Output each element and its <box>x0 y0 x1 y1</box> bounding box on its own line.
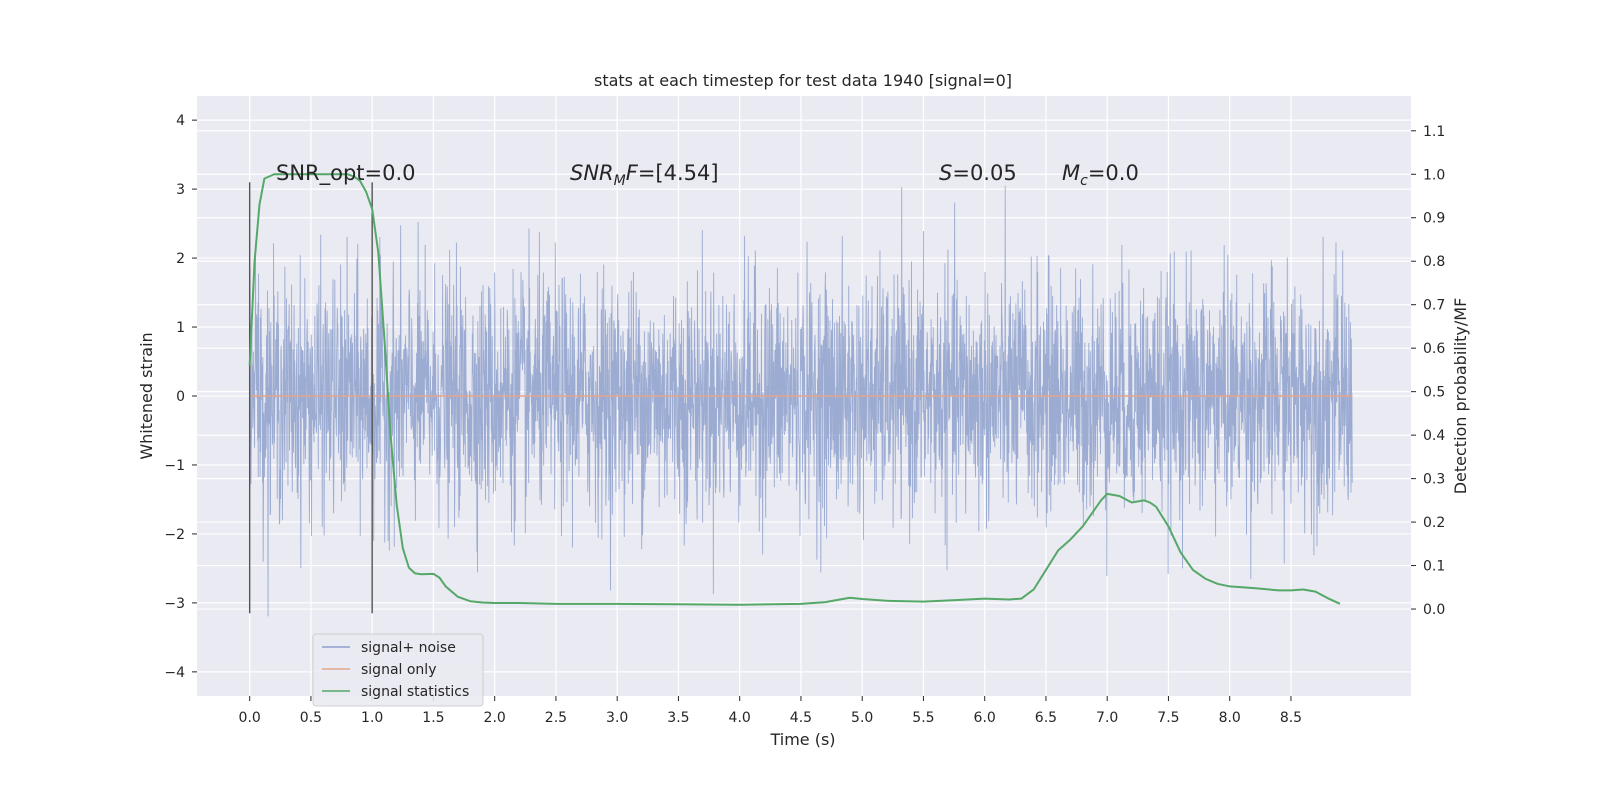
y2-tick-label: 0.6 <box>1423 341 1445 357</box>
y2-tick-label: 0.1 <box>1423 559 1445 575</box>
x-tick-label: 5.5 <box>912 710 934 726</box>
x-tick-label: 0.5 <box>300 710 322 726</box>
annotation-snr-opt: SNR_opt=0.0 <box>276 161 416 186</box>
y2-tick-label: 1.1 <box>1423 124 1445 140</box>
legend-label-signal-noise: signal+ noise <box>361 640 456 656</box>
annotation-s: S=0.05 <box>939 161 1017 185</box>
y-tick-label: −3 <box>164 596 185 612</box>
y2-tick-label: 0.2 <box>1423 515 1445 531</box>
y-axis-label: Whitened strain <box>137 332 156 459</box>
annotation-mc-value: =0.0 <box>1088 161 1139 185</box>
x-axis-label: Time (s) <box>769 730 835 749</box>
y2-tick-label: 0.4 <box>1423 428 1445 444</box>
annotation-snr-mf: SNRMF=[4.54] <box>570 161 719 189</box>
x-tick-label: 4.0 <box>729 710 751 726</box>
x-tick-label: 6.5 <box>1035 710 1057 726</box>
x-tick-label: 6.0 <box>974 710 996 726</box>
x-tick-label: 2.0 <box>484 710 506 726</box>
annotation-snr-mf-value: =[4.54] <box>638 161 719 185</box>
x-axis-ticks: 0.0 0.5 1.0 1.5 2.0 2.5 3.0 3.5 4.0 4.5 5.0 5.5 6.0 6… <box>239 696 1302 726</box>
chart-title: stats at each timestep for test data 194… <box>594 71 1012 90</box>
y2-axis-label: Detection probability/MF <box>1451 298 1470 495</box>
signal-noise-line <box>249 185 1353 617</box>
y2-tick-label: 0.3 <box>1423 472 1445 488</box>
y-tick-label: 3 <box>176 182 185 198</box>
legend-box <box>312 633 484 707</box>
y2-tick-label: 0.9 <box>1423 211 1445 227</box>
y2-tick-label: 1.0 <box>1423 167 1445 183</box>
x-tick-label: 3.0 <box>606 710 628 726</box>
x-tick-label: 1.0 <box>361 710 383 726</box>
y-tick-label: −4 <box>164 665 185 681</box>
y-tick-label: 0 <box>176 389 185 405</box>
x-tick-label: 2.5 <box>545 710 567 726</box>
y-tick-label: 2 <box>176 251 185 267</box>
x-tick-label: 0.0 <box>239 710 261 726</box>
signal-statistics-line <box>248 173 1341 606</box>
annotation-mc: Mc=0.0 <box>1062 161 1139 189</box>
y-tick-label: 1 <box>176 320 185 336</box>
signal-statistics-series <box>248 173 1341 606</box>
y-tick-label: −2 <box>164 527 185 543</box>
y2-tick-label: 0.8 <box>1423 254 1445 270</box>
legend-label-signal-only: signal only <box>361 662 436 678</box>
y-tick-label: −1 <box>164 458 185 474</box>
y-axis-ticks: −4 −3 −2 −1 0 1 2 3 4 <box>164 113 197 681</box>
x-tick-label: 1.5 <box>422 710 444 726</box>
x-tick-label: 4.5 <box>790 710 812 726</box>
y2-axis-ticks: 0.0 0.1 0.2 0.3 0.4 0.5 0.6 0.7 0.8 0.9 1.0 1.1 <box>1411 124 1445 618</box>
y2-tick-label: 0.5 <box>1423 385 1445 401</box>
x-tick-label: 7.0 <box>1096 710 1118 726</box>
x-tick-label: 8.0 <box>1219 710 1241 726</box>
y2-tick-label: 0.7 <box>1423 298 1445 314</box>
x-tick-label: 8.5 <box>1280 710 1302 726</box>
vertical-markers <box>248 182 373 614</box>
x-tick-label: 3.5 <box>667 710 689 726</box>
legend: signal+ noise signal only signal statist… <box>312 633 484 707</box>
annotation-s-value: =0.05 <box>952 161 1016 185</box>
legend-label-signal-statistics: signal statistics <box>361 684 469 700</box>
y-tick-label: 4 <box>176 113 185 129</box>
x-tick-label: 7.5 <box>1157 710 1179 726</box>
signal-noise-series <box>249 185 1353 617</box>
y2-tick-label: 0.0 <box>1423 602 1445 618</box>
x-tick-label: 5.0 <box>851 710 873 726</box>
